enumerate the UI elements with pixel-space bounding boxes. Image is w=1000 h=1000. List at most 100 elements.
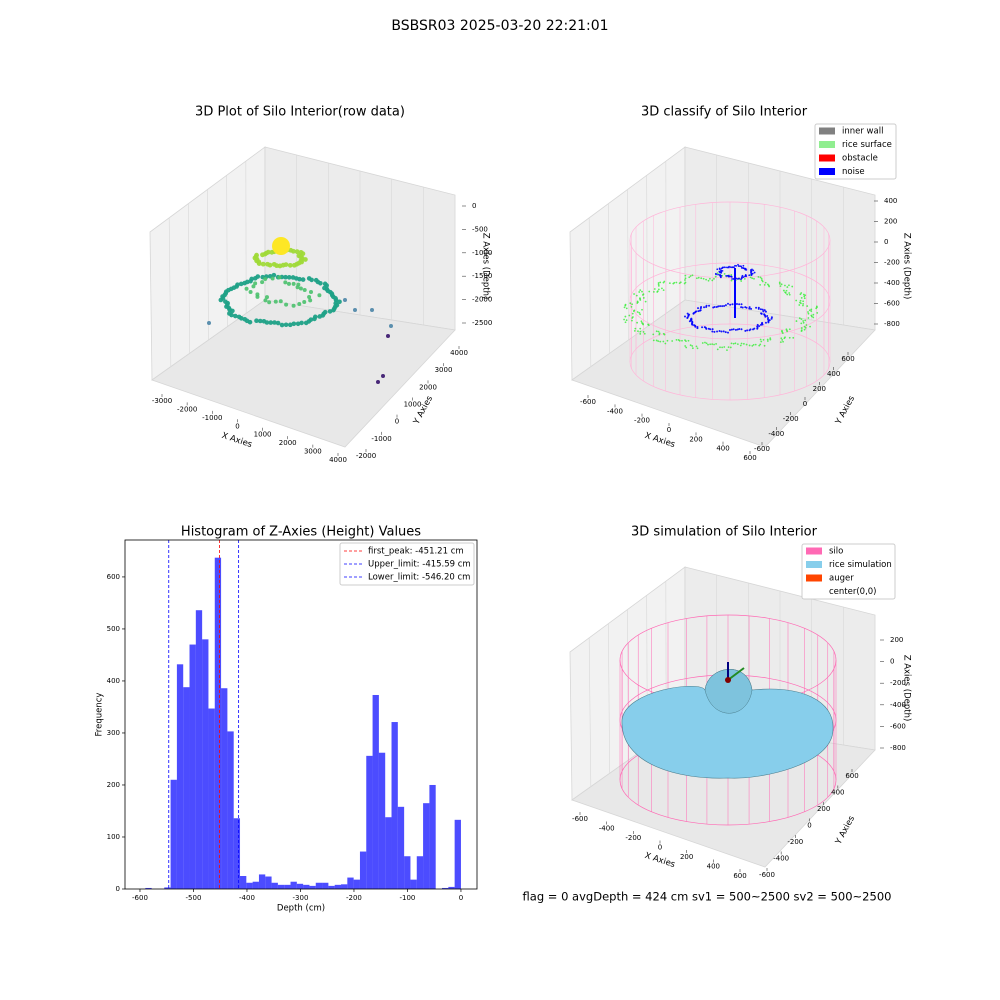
legend-label: Upper_limit: -415.59 cm [368,560,471,570]
point-cloud [714,272,717,275]
point-cloud [713,330,716,333]
point-cloud [764,321,767,324]
point-cloud [295,285,300,290]
point-cloud [762,338,765,341]
point-cloud [749,276,752,279]
x-tick-label: 2000 [279,439,297,447]
point-cloud [732,328,735,331]
figure-title: BSBSR03 2025-03-20 22:21:01 [391,18,608,34]
z-tick-label: -1500 [472,272,492,280]
plot-frame [124,539,478,890]
histogram-bar [353,879,360,889]
z-tick-label: 400 [884,197,897,205]
point-cloud [663,280,666,283]
x-tick-label: -100 [400,894,416,902]
histogram-bar [221,688,228,889]
point-cloud [716,348,719,351]
point-cloud [223,299,228,304]
point-cloud [752,328,755,331]
point-cloud [730,279,733,282]
point-cloud [235,282,240,288]
point-cloud [302,257,308,262]
x-tick-label: -3000 [152,397,172,405]
point-cloud [697,307,700,310]
point-cloud [795,299,798,302]
point-cloud [770,317,773,320]
point-cloud [748,307,751,310]
point-cloud [726,266,729,269]
histogram-bar [397,806,405,889]
pane-grid [188,203,190,354]
point-cloud [699,309,702,312]
pane-grid [588,217,592,367]
histogram-bar [416,856,424,889]
point-cloud [707,327,710,330]
point-cloud [755,306,758,309]
histogram-bar [176,664,184,889]
point-cloud [677,339,680,341]
histogram-bar [322,882,329,889]
x-tick-label: 0 [235,422,239,430]
point-cloud [260,280,265,285]
point-cloud [701,326,704,329]
x-tick-label: -2000 [177,405,197,413]
point-cloud [711,279,714,282]
point-cloud [343,298,347,302]
point-cloud [744,275,746,278]
legend-swatch [806,547,822,555]
histogram-bar [240,875,247,889]
point-cloud [761,280,764,283]
point-cloud [265,261,270,267]
point-cloud [729,346,732,349]
point-cloud [652,339,655,342]
point-cloud [812,313,815,316]
point-cloud [684,277,687,280]
rice-surface [621,669,834,779]
z-tick-label: 0 [884,238,888,246]
point-cloud [291,321,297,327]
point-cloud [803,295,806,298]
y-tick-label: 2000 [419,383,437,391]
point-cloud [725,266,727,269]
point-cloud [735,303,738,306]
point-cloud [732,342,735,345]
x-tick-label: 600 [743,454,756,462]
y-tick-label: 600 [845,772,858,780]
point-cloud [723,346,726,348]
point-cloud [715,343,718,345]
y-tick-label: 4000 [450,349,468,357]
point-cloud [700,306,703,309]
pane-grid [646,175,648,327]
y-tick-label: 400 [831,789,844,797]
point-cloud [701,342,704,344]
z-tick-label: -500 [472,225,488,233]
point-cloud [757,276,760,278]
point-cloud [662,289,665,292]
point-cloud [283,322,289,328]
point-cloud [707,279,710,282]
x-tick-label: 0 [658,844,662,852]
point-cloud [283,280,288,285]
point-cloud [721,305,724,308]
point-cloud [713,305,716,308]
point-cloud [742,264,745,267]
point-cloud [760,312,763,315]
histogram-bar [315,882,323,889]
point-cloud [800,318,803,321]
point-cloud [717,273,719,276]
y-tick-label: -1000 [371,435,391,443]
point-cloud [769,338,772,341]
z-tick-label: 0 [472,202,476,210]
point-cloud [705,342,708,345]
point-cloud [730,342,733,345]
point-cloud [255,274,261,279]
point-cloud [802,304,804,307]
point-cloud [353,308,357,312]
point-cloud [762,310,765,313]
point-cloud [691,345,694,347]
point-cloud [636,321,639,324]
point-cloud [753,277,755,280]
point-cloud [309,277,314,283]
point-cloud [802,302,805,305]
point-cloud [697,276,700,279]
